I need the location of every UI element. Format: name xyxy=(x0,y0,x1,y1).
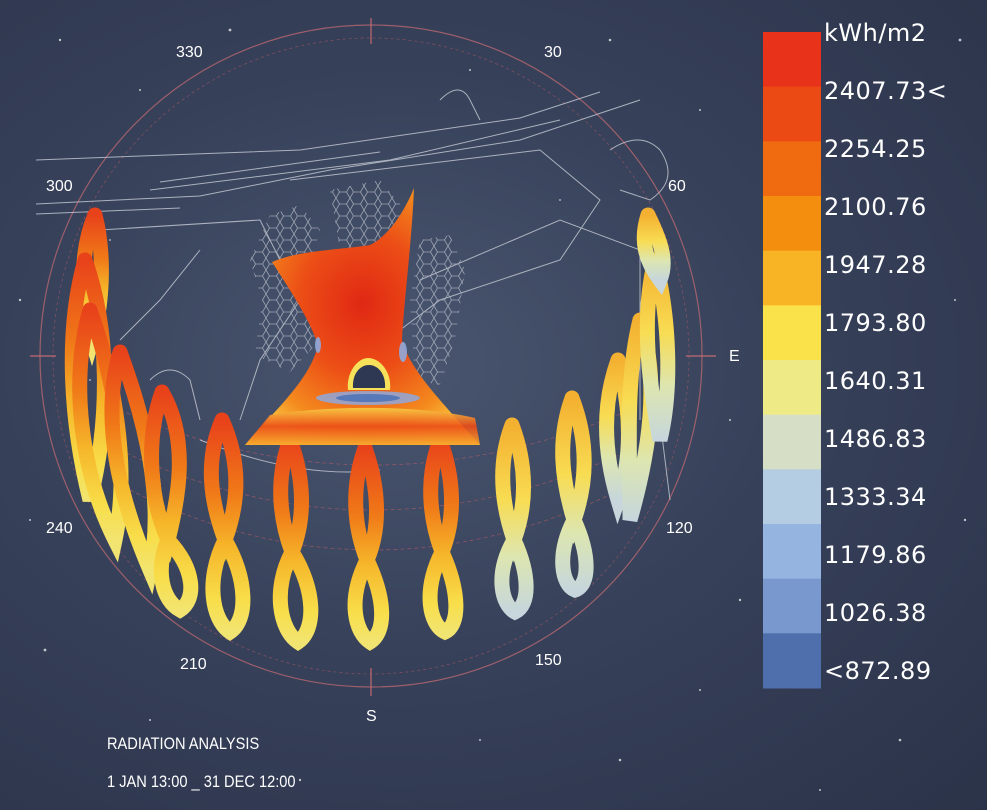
legend-swatch xyxy=(763,578,821,634)
legend-swatch xyxy=(763,633,821,689)
legend-swatch xyxy=(763,250,821,306)
legend-unit: kWh/m2 xyxy=(824,19,927,47)
analemma-loops xyxy=(64,207,676,652)
analysis-period: 1 JAN 13:00 _ 31 DEC 12:00 xyxy=(107,772,296,791)
legend-swatch xyxy=(763,360,821,416)
legend-value: 2407.73< xyxy=(824,77,948,105)
radiation-surface xyxy=(245,188,480,445)
legend-value: 1486.83 xyxy=(824,425,927,453)
legend-swatch xyxy=(763,32,821,88)
legend-value: 1947.28 xyxy=(824,251,927,279)
legend-value: <872.89 xyxy=(824,657,932,685)
legend-value: 2100.76 xyxy=(824,193,927,221)
legend-value: 1333.34 xyxy=(824,483,927,511)
compass-120-label: 120 xyxy=(666,520,693,537)
hex-vegetation xyxy=(250,180,465,385)
compass-300-label: 300 xyxy=(46,178,73,195)
compass-330-label: 330 xyxy=(176,44,203,61)
compass-60-label: 60 xyxy=(668,178,686,195)
legend-value: 1640.31 xyxy=(824,367,927,395)
legend-swatch xyxy=(763,469,821,525)
compass-150-label: 150 xyxy=(535,652,562,669)
legend-value: 1026.38 xyxy=(824,599,927,627)
compass-240-label: 240 xyxy=(46,520,73,537)
legend-swatch xyxy=(763,86,821,142)
legend-swatch xyxy=(763,141,821,197)
analysis-title: RADIATION ANALYSIS xyxy=(107,734,260,753)
legend-value: 1179.86 xyxy=(824,541,927,569)
compass-east-label: E xyxy=(729,348,740,365)
legend-color-bar xyxy=(763,32,821,689)
legend-swatch xyxy=(763,414,821,470)
compass-south-label: S xyxy=(366,708,377,725)
legend-swatch xyxy=(763,524,821,580)
legend-value: 2254.25 xyxy=(824,135,927,163)
compass-210-label: 210 xyxy=(180,656,207,673)
compass-30-label: 30 xyxy=(544,44,562,61)
star-field xyxy=(18,28,967,791)
legend-swatch xyxy=(763,305,821,361)
legend-swatch xyxy=(763,196,821,252)
legend-value: 1793.80 xyxy=(824,309,927,337)
